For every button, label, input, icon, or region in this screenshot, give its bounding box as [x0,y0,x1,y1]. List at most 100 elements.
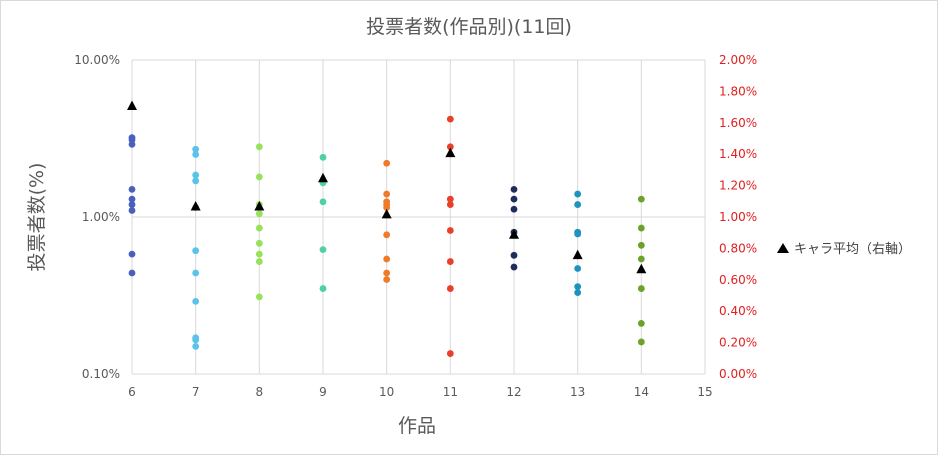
data-point-work-11 [446,195,454,203]
data-point-work-6 [128,250,136,258]
x-tick-label: 15 [697,385,712,399]
data-point-work-7 [192,171,200,179]
data-point-work-7 [192,298,200,305]
data-point-work-6 [128,185,136,193]
data-point-work-7 [192,177,200,185]
x-tick-label: 13 [570,385,585,399]
data-point-work-14 [637,285,645,292]
right-tick-label: 2.00% [719,53,757,67]
x-tick-label: 12 [506,385,521,399]
legend: キャラ平均（右軸） [777,242,911,257]
data-point-work-8 [255,173,263,181]
right-tick-label: 1.60% [719,116,757,130]
x-tick-label: 11 [443,385,458,399]
legend-label: キャラ平均（右軸） [794,242,911,257]
right-tick-label: 1.40% [719,147,757,161]
data-point-work-7 [192,151,200,158]
data-point-work-12 [510,205,518,213]
x-tick-label: 10 [379,385,394,399]
data-point-work-13 [574,190,582,198]
average-marker-work-13 [572,249,583,260]
data-point-work-8 [255,143,263,151]
data-point-work-13 [574,230,582,238]
data-point-work-7 [192,342,200,350]
data-point-work-14 [637,224,645,232]
average-marker-work-9 [318,172,328,183]
x-axis-title: 作品 [398,415,436,437]
right-tick-label: 1.20% [719,179,757,193]
data-point-work-11 [446,285,454,292]
data-point-work-13 [574,283,582,291]
data-point-work-14 [637,338,645,346]
data-point-work-8 [255,250,263,258]
data-point-work-6 [128,207,136,214]
data-point-work-11 [446,115,454,123]
data-point-work-8 [255,258,263,265]
right-tick-label: 0.40% [719,304,757,318]
data-point-work-9 [319,285,327,292]
right-axis-ticks: 2.00% 1.80% 1.60% 1.40% 1.20% 1.00% 0.80% 0.60%… [719,53,757,381]
data-point-work-12 [510,263,518,271]
x-tick-label: 7 [192,385,200,399]
data-point-work-9 [319,198,327,206]
data-point-work-11 [446,143,454,151]
data-point-work-6 [128,201,136,208]
y-axis-title: 投票者数(%) [26,163,48,272]
data-point-work-10 [383,276,391,283]
data-point-work-11 [446,201,454,208]
left-tick-label: 0.10% [82,367,120,381]
data-point-work-14 [637,195,645,203]
left-axis-ticks: 10.00% 1.00% 0.10% [74,53,120,381]
x-tick-label: 8 [256,385,264,399]
data-point-work-14 [637,320,645,327]
data-point-work-12 [510,195,518,203]
right-tick-label: 0.20% [719,336,757,350]
data-point-work-8 [255,224,263,232]
x-tick-label: 6 [128,385,136,399]
data-point-work-7 [192,269,200,277]
data-point-work-14 [637,241,645,249]
right-tick-label: 1.00% [719,210,757,224]
data-point-work-6 [128,195,136,203]
data-point-work-10 [383,255,391,263]
data-point-work-13 [574,201,582,208]
average-marker-work-12 [509,229,519,239]
average-marker-work-14 [636,263,647,274]
data-point-work-11 [446,258,454,265]
data-point-work-11 [446,350,454,357]
right-tick-label: 1.80% [719,84,757,98]
right-tick-label: 0.80% [719,241,757,255]
data-point-work-12 [510,185,518,193]
left-tick-label: 10.00% [74,53,120,67]
data-point-work-8 [255,210,263,218]
grid [131,59,706,375]
legend-triangle-marker [777,243,789,253]
average-marker-work-8 [254,201,265,211]
data-point-work-8 [255,293,263,301]
chart-title: 投票者数(作品別)(11回) [366,16,572,38]
data-point-work-9 [319,246,327,253]
average-marker-work-6 [127,100,137,111]
data-point-work-13 [574,265,582,272]
data-point-work-11 [446,227,454,234]
data-point-work-9 [319,153,327,161]
right-tick-label: 0.00% [719,367,757,381]
data-point-work-7 [192,145,200,153]
data-point-work-7 [192,336,200,344]
x-tick-label: 9 [319,385,327,399]
data-point-work-7 [192,247,200,255]
data-point-work-10 [383,159,391,167]
average-marker-work-11 [445,147,456,158]
data-point-work-12 [510,251,518,259]
data-point-work-10 [383,204,391,211]
average-marker-work-10 [381,208,392,219]
left-tick-label: 1.00% [82,210,120,224]
data-point-work-10 [383,190,391,198]
x-tick-label: 14 [634,385,649,399]
right-tick-label: 0.60% [719,273,757,287]
data-point-work-6 [128,269,136,277]
data-point-work-6 [128,141,136,148]
data-point-work-10 [383,269,391,277]
